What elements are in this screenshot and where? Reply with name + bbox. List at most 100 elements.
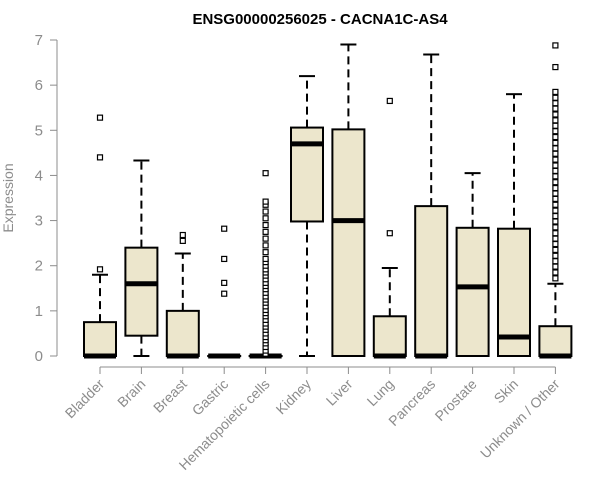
box-iqr xyxy=(455,226,490,357)
y-tick-label: 0 xyxy=(35,348,43,365)
outlier-point xyxy=(262,242,269,249)
y-tick-label: 1 xyxy=(35,303,43,320)
outlier-point xyxy=(552,133,559,141)
outlier-point xyxy=(552,122,559,129)
box-bladder xyxy=(83,114,117,359)
outlier-point xyxy=(552,145,559,152)
box-prostate xyxy=(455,172,490,357)
y-tick-label: 3 xyxy=(35,213,43,230)
box-pancreas xyxy=(414,53,449,359)
box-iqr xyxy=(83,321,117,357)
box-skin xyxy=(497,93,531,357)
chart-title: ENSG00000256025 - CACNA1C-AS4 xyxy=(192,11,448,28)
y-tick-label: 4 xyxy=(35,167,43,184)
outlier-point xyxy=(262,215,269,222)
x-tick-label: Prostate xyxy=(432,376,480,424)
outlier-point xyxy=(552,190,559,197)
outlier-point xyxy=(552,195,559,203)
y-tick-label: 7 xyxy=(35,32,43,49)
outlier-point xyxy=(552,269,559,276)
outlier-point xyxy=(552,201,559,208)
outlier-point xyxy=(552,88,559,96)
box-gastric xyxy=(207,225,242,359)
box-unknown-other xyxy=(538,42,573,359)
box-iqr xyxy=(165,309,200,358)
box-breast xyxy=(165,231,200,359)
x-tick-label: Lung xyxy=(364,376,397,409)
outlier-point xyxy=(552,156,559,163)
outlier-point xyxy=(552,173,559,180)
box-iqr xyxy=(538,325,573,358)
outlier-point xyxy=(552,252,559,259)
outlier-point xyxy=(221,255,228,263)
outlier-point xyxy=(96,114,104,121)
outlier-point xyxy=(386,97,393,105)
outlier-point xyxy=(552,275,559,282)
boxes xyxy=(83,42,573,359)
y-axis-label: Expression xyxy=(0,163,16,232)
outlier-point xyxy=(552,100,559,107)
box-iqr xyxy=(331,128,366,357)
x-tick-label: Liver xyxy=(323,376,356,409)
outlier-point xyxy=(552,117,559,124)
y-tick-label: 5 xyxy=(35,122,43,139)
x-tick-label: Unknown / Other xyxy=(477,376,563,462)
box-kidney xyxy=(290,75,324,357)
outlier-point xyxy=(262,235,269,242)
box-lung xyxy=(372,97,407,359)
outlier-point xyxy=(96,266,104,273)
outlier-point xyxy=(552,184,559,192)
outlier-point xyxy=(552,230,559,237)
box-iqr xyxy=(372,315,407,358)
outlier-point xyxy=(221,290,228,297)
y-tick-label: 6 xyxy=(35,77,43,94)
x-tick-label: Bladder xyxy=(62,376,108,422)
box-brain xyxy=(124,159,159,357)
outlier-point xyxy=(552,240,559,248)
outlier-point xyxy=(552,212,559,220)
outlier-point xyxy=(552,246,559,254)
x-tick-label: Brain xyxy=(114,376,148,410)
outlier-point xyxy=(262,208,269,215)
outlier-point xyxy=(262,228,269,235)
outlier-point xyxy=(552,105,559,112)
outlier-point xyxy=(262,255,269,263)
y-axis: 0 1 2 3 4 5 6 7 xyxy=(35,32,58,365)
outlier-point xyxy=(262,170,269,177)
outlier-point xyxy=(96,154,104,161)
box-liver xyxy=(331,43,366,357)
outlier-point xyxy=(552,263,559,270)
outlier-point xyxy=(552,162,559,169)
outlier-point xyxy=(552,218,559,225)
outlier-point xyxy=(386,230,393,237)
outlier-point xyxy=(262,249,269,256)
x-tick-label: Kidney xyxy=(273,376,315,418)
x-tick-label: Skin xyxy=(491,376,522,407)
outlier-point xyxy=(552,63,559,71)
outlier-point xyxy=(552,207,559,214)
outlier-point xyxy=(552,42,559,49)
outlier-point xyxy=(179,237,186,244)
outlier-point xyxy=(221,225,228,232)
outlier-point xyxy=(552,150,559,157)
box-hematopoietic-cells xyxy=(248,170,283,359)
outlier-point xyxy=(552,128,559,135)
outlier-point xyxy=(552,258,559,265)
outlier-point xyxy=(262,221,269,229)
outlier-point xyxy=(552,139,559,147)
outlier-point xyxy=(552,179,559,186)
outlier-point xyxy=(552,167,559,175)
outlier-point xyxy=(262,198,269,205)
y-tick-label: 2 xyxy=(35,258,43,275)
outlier-point xyxy=(552,94,559,101)
outlier-point xyxy=(552,224,559,231)
outlier-point xyxy=(221,279,228,286)
box-iqr xyxy=(124,246,159,337)
x-tick-label: Breast xyxy=(150,376,190,416)
outlier-point xyxy=(552,111,559,118)
outlier-point xyxy=(179,231,186,239)
outlier-point xyxy=(552,235,559,242)
box-iqr xyxy=(414,205,449,357)
